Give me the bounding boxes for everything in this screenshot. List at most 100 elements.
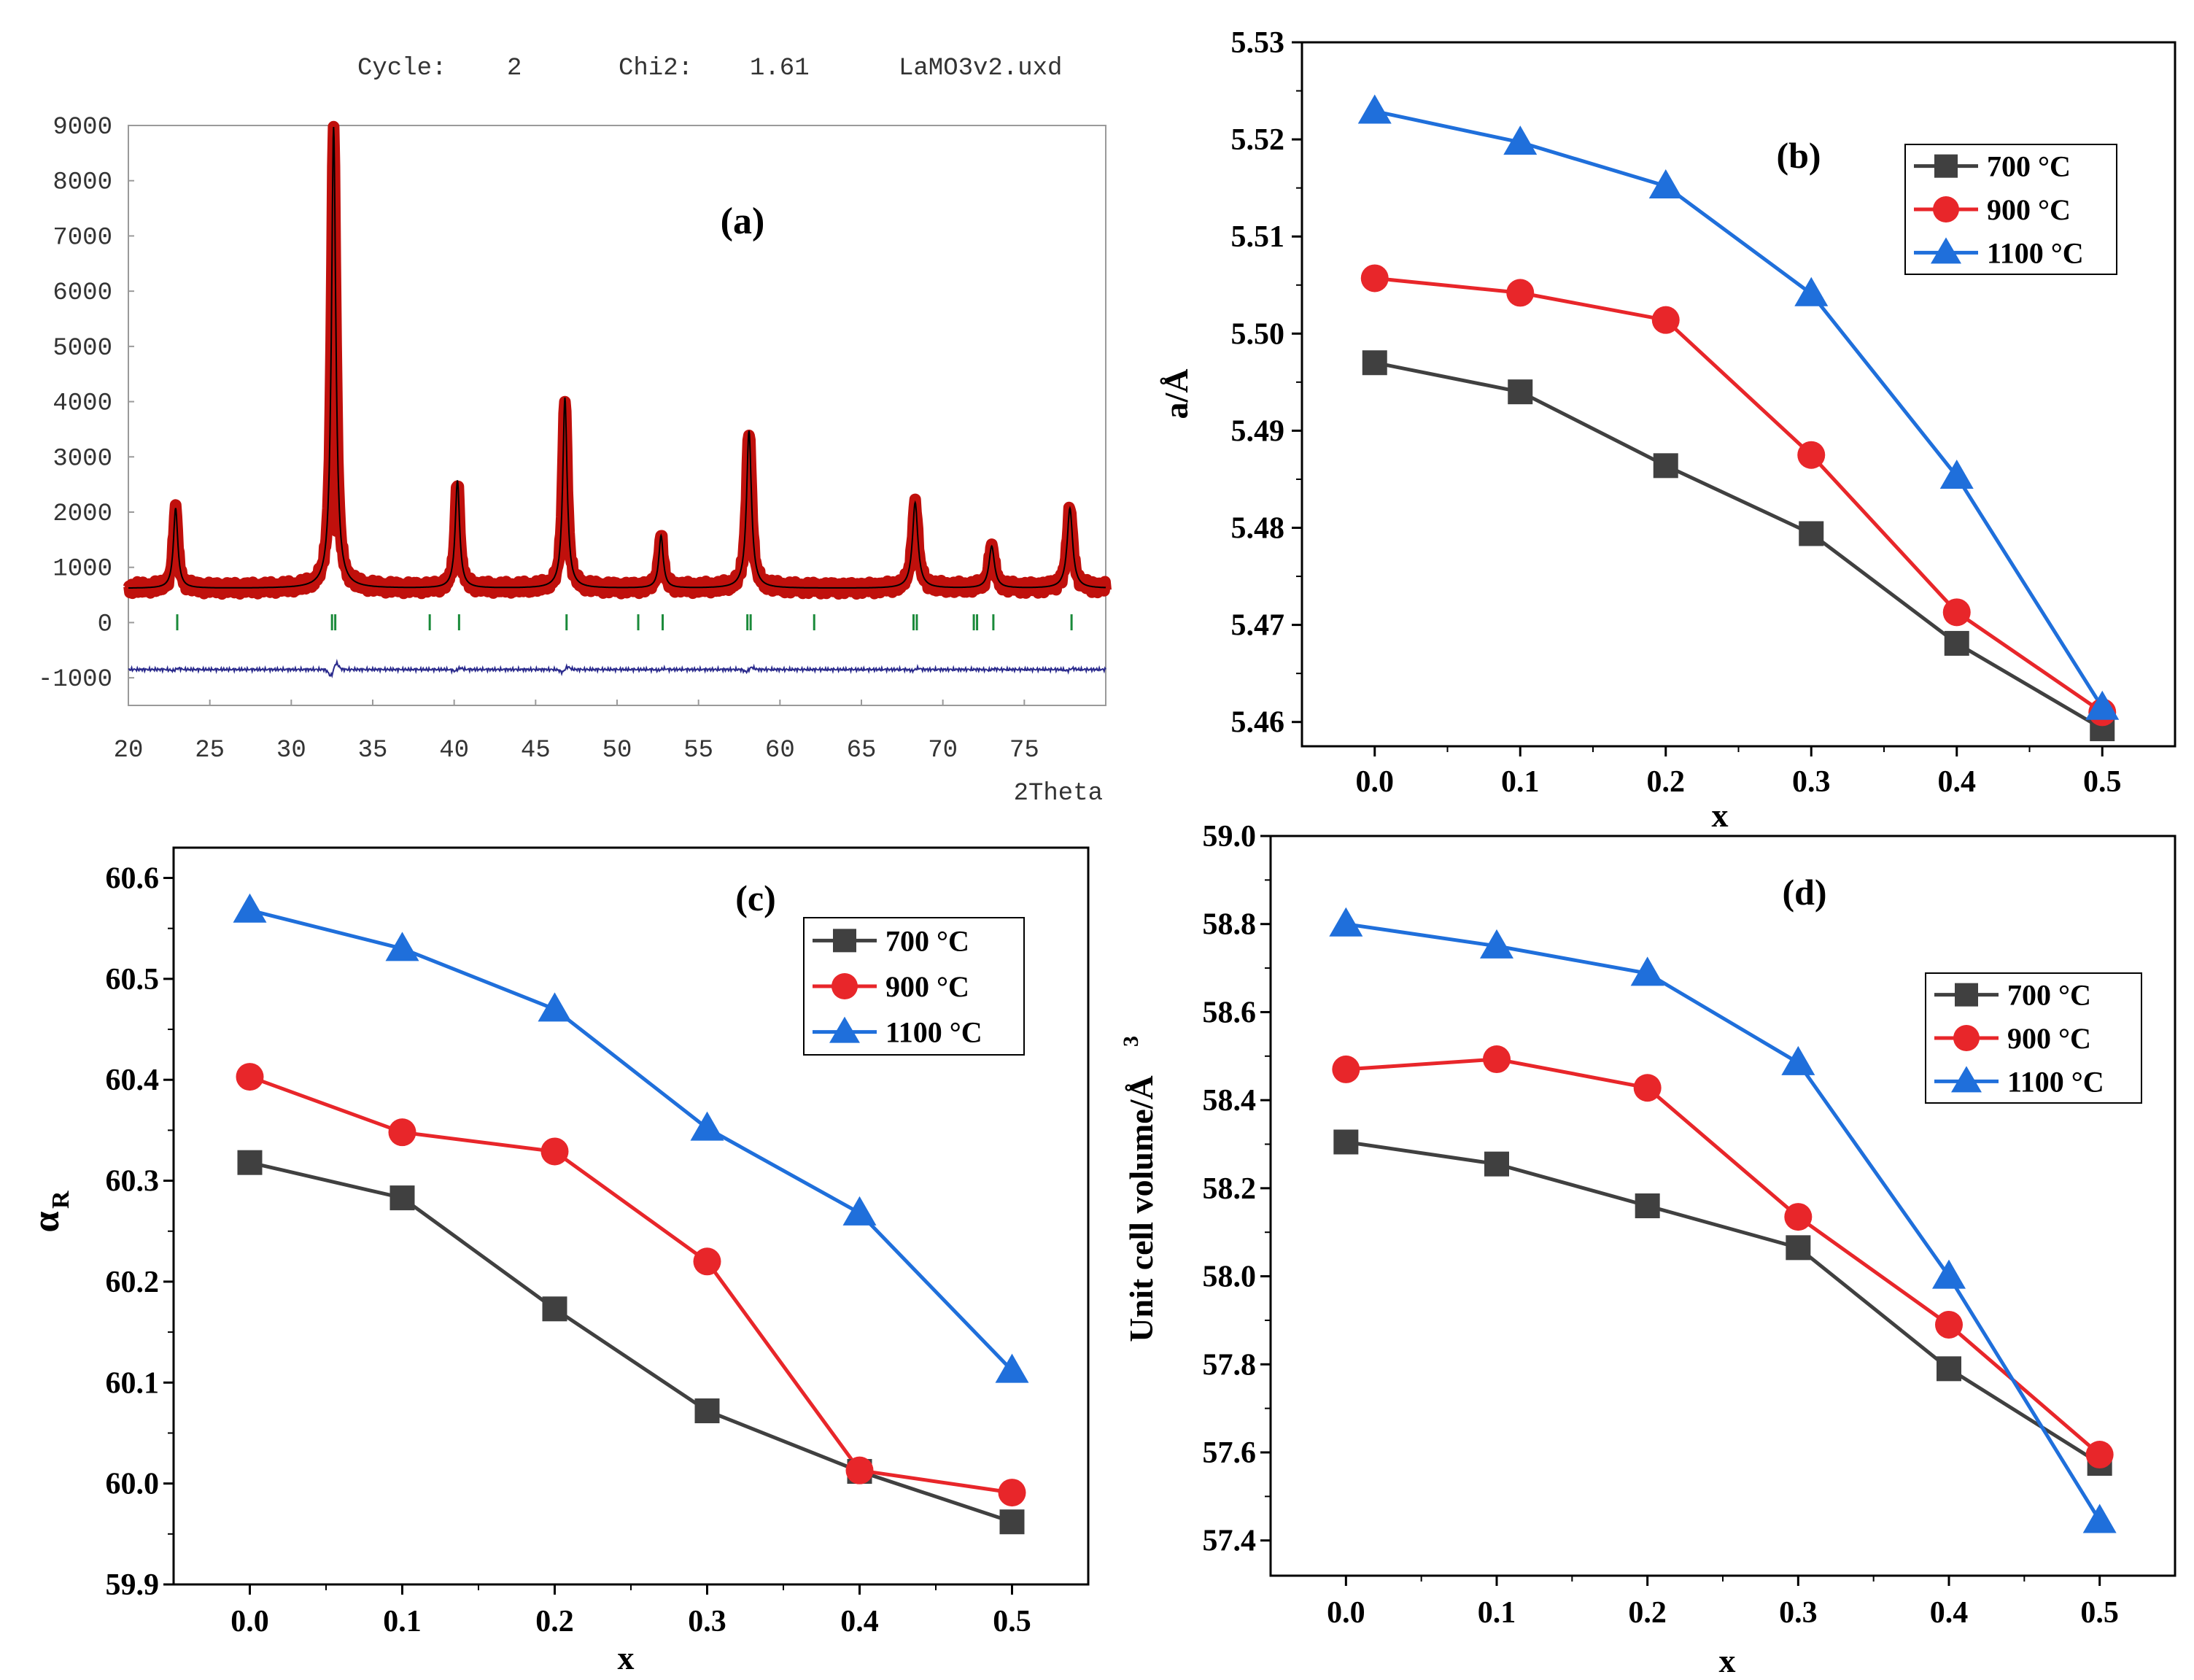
y-tick-label: 57.4 — [1203, 1525, 1257, 1558]
data-point-square — [1635, 1193, 1660, 1218]
legend-label: 700 °C — [885, 924, 969, 957]
y-axis-label: Unit cell volume/Å 3 — [1119, 1036, 1160, 1342]
x-axis-label: x — [1712, 797, 1729, 834]
y-tick-label: 3000 — [53, 445, 112, 473]
data-point-circle — [540, 1137, 569, 1166]
x-axis-label: x — [1719, 1642, 1736, 1679]
legend-label: 1100 °C — [885, 1016, 982, 1049]
y-tick-label: 59.0 — [1203, 820, 1257, 853]
axis-ticks: 20 25 30 35 40 45 50 55 60 65 70 75 9000 8000 7000 6000… — [38, 114, 1039, 764]
legend-label: 1100 °C — [2007, 1065, 2104, 1098]
observed-point — [560, 531, 571, 548]
y-axis-label: a/Å — [1158, 369, 1195, 419]
data-point-triangle — [1939, 459, 1974, 489]
data-point-circle — [1483, 1045, 1511, 1074]
y-tick-label: 5.48 — [1231, 512, 1285, 546]
data-point-triangle — [385, 932, 419, 961]
series-line-2 — [1345, 922, 2101, 1522]
legend-circle-marker — [1933, 196, 1959, 222]
legend-circle-marker — [1953, 1025, 1980, 1051]
data-point-circle — [845, 1456, 874, 1484]
data-point-square — [1799, 521, 1824, 546]
y-tick-label: 8000 — [53, 169, 112, 197]
series-line-1 — [1346, 1057, 2101, 1456]
legend-label: 900 °C — [885, 970, 969, 1003]
data-point-square — [1362, 350, 1387, 376]
data-point-square — [1653, 453, 1678, 479]
data-point-circle — [236, 1063, 264, 1091]
observed-band — [123, 120, 1112, 600]
data-series — [233, 893, 1029, 1535]
y-tick-label: 5.52 — [1231, 123, 1285, 157]
data-point-square — [389, 1185, 415, 1211]
panel-label: (c) — [735, 878, 776, 918]
y-tick-label: 57.6 — [1203, 1436, 1257, 1470]
y-tick-label: 58.2 — [1203, 1172, 1257, 1206]
x-tick-label: 0.3 — [1792, 765, 1831, 799]
observed-point — [328, 161, 339, 178]
x-tick-label: 65 — [847, 737, 877, 764]
data-point-triangle — [538, 992, 572, 1022]
y-tick-label: 60.4 — [106, 1064, 160, 1097]
cycle-value: 2 — [507, 55, 522, 82]
legend: 700 °C 900 °C 1100 °C — [1904, 144, 2117, 275]
panel-b-lattice-parameter-plot: 0.0 0.1 0.2 0.3 0.4 0.5 5.46 5.47 5.48 5.49 5.50 5.… — [1158, 26, 2176, 834]
x-tick-label: 55 — [683, 737, 713, 764]
data-point-circle — [1942, 598, 1971, 627]
data-point-circle — [1651, 306, 1680, 334]
y-axis-label-main: Unit cell volume/Å — [1123, 1075, 1160, 1342]
data-point-circle — [2085, 1441, 2114, 1469]
data-point-circle — [1332, 1055, 1360, 1083]
y-axis-label-subscript: R — [47, 1191, 74, 1209]
cycle-label: Cycle: — [357, 55, 446, 82]
y-tick-label: 9000 — [53, 114, 112, 142]
data-point-circle — [1360, 264, 1389, 293]
y-tick-label: 5.51 — [1231, 220, 1285, 254]
y-tick-label: 5.49 — [1231, 414, 1285, 448]
data-point-triangle — [995, 1353, 1029, 1383]
panel-label: (d) — [1782, 872, 1826, 913]
x-tick-label: 0.5 — [2083, 765, 2122, 799]
x-tick-label: 0.3 — [1779, 1596, 1818, 1630]
y-tick-label: 5000 — [53, 335, 112, 363]
legend: 700 °C 900 °C 1100 °C — [1925, 972, 2142, 1104]
x-tick-label: 30 — [276, 737, 306, 764]
x-tick-label: 0.2 — [535, 1605, 574, 1638]
x-tick-label: 20 — [114, 737, 144, 764]
legend-label: 900 °C — [1987, 193, 2071, 226]
x-tick-label: 0.5 — [993, 1605, 1031, 1638]
data-point-square — [1944, 630, 1969, 656]
data-point-circle — [998, 1479, 1026, 1507]
data-point-triangle — [2085, 690, 2120, 720]
data-point-circle — [693, 1247, 721, 1276]
x-tick-label: 40 — [439, 737, 469, 764]
x-tick-label: 0.4 — [840, 1605, 879, 1638]
data-point-square — [999, 1509, 1025, 1535]
observed-point — [559, 454, 570, 471]
panel-c-rhombohedral-angle-plot: 0.0 0.1 0.2 0.3 0.4 0.5 59.9 60.0 60.1 60.2 60.3 60… — [26, 846, 1090, 1676]
observed-point — [327, 382, 338, 399]
axis-ticks: 0.0 0.1 0.2 0.3 0.4 0.5 59.9 60.0 60.1 60.2 60.3 60… — [106, 862, 1031, 1638]
y-tick-label: 58.4 — [1203, 1084, 1257, 1118]
series-line-0 — [249, 1161, 1013, 1524]
y-tick-label: 60.5 — [106, 963, 160, 996]
y-tick-label: 58.0 — [1203, 1261, 1257, 1294]
x-tick-label: 0.3 — [688, 1605, 726, 1638]
x-tick-label: 60 — [765, 737, 795, 764]
y-tick-label: 5.53 — [1231, 26, 1285, 60]
y-tick-label: 60.6 — [106, 862, 160, 896]
data-point-triangle — [233, 893, 267, 923]
x-tick-label: 0.4 — [1938, 765, 1977, 799]
observed-point — [327, 225, 338, 241]
data-point-triangle — [1794, 276, 1829, 306]
observed-point — [330, 520, 341, 537]
data-point-square — [1484, 1151, 1509, 1177]
legend-square-marker — [1955, 983, 1978, 1007]
panel-label: (a) — [721, 201, 765, 242]
legend-label: 1100 °C — [1987, 236, 2084, 269]
data-point-circle — [388, 1118, 416, 1147]
x-tick-label: 0.0 — [1327, 1596, 1365, 1630]
x-tick-label: 75 — [1009, 737, 1039, 764]
